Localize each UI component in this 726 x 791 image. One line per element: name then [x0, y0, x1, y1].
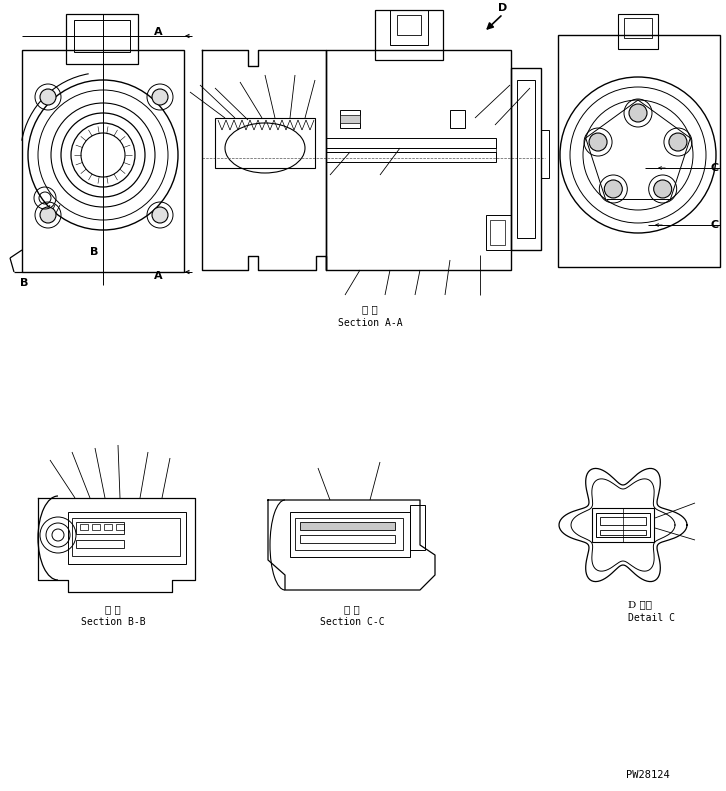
Text: Detail C: Detail C	[628, 613, 675, 623]
Bar	[92, 524, 100, 530]
Bar	[340, 115, 360, 123]
Bar	[215, 118, 315, 168]
Bar	[390, 10, 428, 45]
Bar	[326, 50, 511, 270]
Text: Section B-B: Section B-B	[81, 617, 145, 627]
Circle shape	[40, 207, 56, 223]
Bar	[486, 215, 511, 250]
Text: C: C	[711, 220, 719, 230]
Text: B: B	[90, 247, 98, 257]
Bar	[76, 522, 124, 534]
Bar	[104, 524, 112, 530]
Circle shape	[589, 133, 607, 151]
Text: PW28124: PW28124	[626, 770, 670, 780]
Bar	[541, 130, 549, 178]
Text: A: A	[154, 271, 163, 281]
Text: B: B	[20, 278, 28, 288]
Circle shape	[604, 180, 622, 198]
Bar	[558, 35, 720, 267]
Bar	[74, 20, 130, 52]
Bar	[592, 508, 654, 542]
Bar	[326, 138, 496, 148]
Circle shape	[669, 133, 687, 151]
Bar	[596, 513, 650, 537]
Bar	[300, 535, 395, 543]
Bar	[68, 512, 186, 564]
Bar	[22, 50, 184, 272]
Bar	[80, 524, 88, 530]
Text: Section A-A: Section A-A	[338, 318, 402, 328]
Circle shape	[152, 89, 168, 105]
Bar	[295, 518, 403, 550]
Bar	[517, 80, 535, 238]
Bar	[397, 15, 421, 35]
Text: C: C	[711, 163, 719, 173]
Bar	[375, 10, 443, 60]
Bar	[116, 524, 124, 530]
Bar	[600, 530, 646, 535]
Bar	[340, 110, 360, 128]
Circle shape	[653, 180, 672, 198]
Circle shape	[40, 89, 56, 105]
Text: D: D	[498, 3, 507, 13]
Text: 断 面: 断 面	[362, 305, 378, 315]
Bar	[326, 148, 496, 152]
Text: Section C-C: Section C-C	[319, 617, 384, 627]
Bar	[624, 18, 652, 38]
Bar	[66, 14, 138, 64]
Bar	[490, 220, 505, 245]
Circle shape	[152, 207, 168, 223]
Bar	[410, 505, 425, 550]
Circle shape	[629, 104, 647, 122]
Bar	[72, 518, 180, 556]
Bar	[511, 68, 541, 250]
Bar	[300, 522, 395, 530]
Bar	[600, 517, 646, 525]
Bar	[76, 540, 124, 548]
Bar	[450, 110, 465, 128]
Bar	[618, 14, 658, 49]
Text: 断 面: 断 面	[105, 605, 121, 615]
Bar	[326, 152, 496, 162]
Text: D 詳細: D 詳細	[628, 600, 652, 610]
Text: A: A	[154, 27, 163, 37]
Text: 断 面: 断 面	[344, 605, 360, 615]
Bar	[290, 512, 410, 557]
